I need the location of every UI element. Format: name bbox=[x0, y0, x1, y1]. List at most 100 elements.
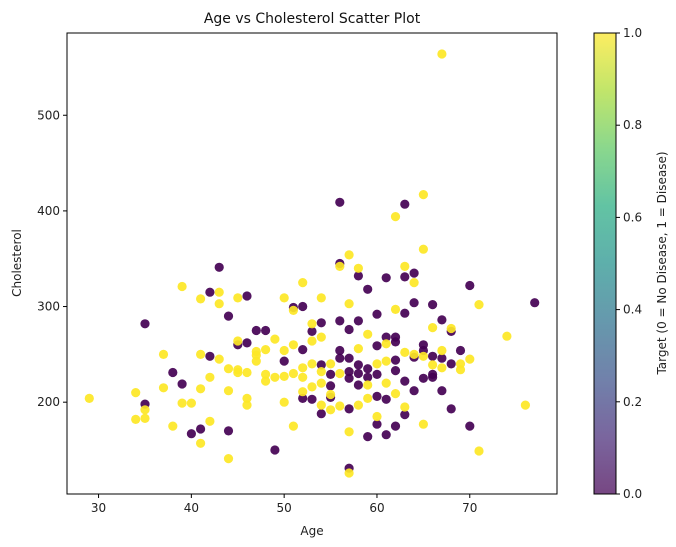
point-no-disease bbox=[307, 394, 317, 404]
point-disease bbox=[353, 263, 363, 273]
point-disease bbox=[288, 340, 298, 350]
y-tick-label: 300 bbox=[37, 300, 60, 314]
point-disease bbox=[168, 421, 178, 431]
point-no-disease bbox=[344, 367, 354, 377]
point-no-disease bbox=[363, 432, 373, 442]
point-no-disease bbox=[344, 373, 354, 383]
point-no-disease bbox=[418, 373, 428, 383]
point-disease bbox=[196, 384, 206, 394]
point-disease bbox=[233, 336, 243, 346]
point-disease bbox=[242, 400, 252, 410]
point-disease bbox=[261, 369, 271, 379]
point-no-disease bbox=[196, 424, 206, 434]
point-disease bbox=[381, 378, 391, 388]
point-no-disease bbox=[307, 326, 317, 336]
colorbar-tick-label: 0.4 bbox=[623, 303, 642, 317]
point-disease bbox=[390, 304, 401, 314]
point-disease bbox=[205, 372, 215, 382]
x-tick-label: 30 bbox=[91, 501, 106, 515]
point-disease bbox=[390, 389, 401, 399]
point-disease bbox=[409, 349, 419, 359]
point-no-disease bbox=[205, 287, 215, 297]
colorbar-frame bbox=[593, 32, 617, 495]
point-disease bbox=[316, 293, 326, 303]
point-disease bbox=[372, 359, 382, 369]
point-disease bbox=[270, 334, 280, 344]
point-no-disease bbox=[344, 353, 354, 363]
point-disease bbox=[326, 405, 336, 415]
point-disease bbox=[446, 323, 456, 334]
y-tick-label: 400 bbox=[37, 204, 60, 218]
point-disease bbox=[335, 401, 345, 411]
point-no-disease bbox=[390, 355, 401, 365]
point-disease bbox=[381, 339, 391, 349]
point-disease bbox=[298, 278, 308, 288]
point-no-disease bbox=[335, 345, 345, 356]
point-no-disease bbox=[381, 394, 391, 404]
point-no-disease bbox=[372, 419, 382, 429]
point-no-disease bbox=[177, 379, 187, 389]
point-disease bbox=[158, 383, 169, 393]
chart-title: Age vs Cholesterol Scatter Plot bbox=[204, 11, 421, 27]
point-no-disease bbox=[428, 351, 438, 361]
y-tick-label: 200 bbox=[37, 395, 60, 409]
point-no-disease bbox=[335, 197, 345, 207]
point-no-disease bbox=[214, 262, 224, 272]
point-no-disease bbox=[409, 298, 419, 308]
point-no-disease bbox=[363, 364, 373, 374]
point-no-disease bbox=[446, 404, 456, 414]
point-disease bbox=[298, 387, 308, 397]
point-no-disease bbox=[205, 351, 215, 361]
point-disease bbox=[131, 388, 141, 398]
point-disease bbox=[233, 293, 243, 303]
point-disease bbox=[307, 319, 317, 329]
point-disease bbox=[307, 336, 317, 346]
point-disease bbox=[316, 367, 326, 377]
point-no-disease bbox=[465, 421, 475, 431]
point-disease bbox=[223, 364, 234, 374]
point-disease bbox=[140, 413, 150, 423]
point-no-disease bbox=[261, 325, 271, 336]
point-no-disease bbox=[186, 429, 196, 439]
point-no-disease bbox=[390, 337, 401, 347]
point-disease bbox=[344, 427, 354, 437]
point-no-disease bbox=[353, 271, 363, 281]
point-disease bbox=[307, 382, 317, 392]
point-no-disease bbox=[372, 391, 382, 401]
point-disease bbox=[474, 446, 484, 456]
point-disease bbox=[353, 344, 363, 354]
point-no-disease bbox=[251, 325, 261, 336]
point-disease bbox=[520, 400, 531, 410]
point-disease bbox=[205, 416, 215, 426]
point-disease bbox=[140, 405, 150, 415]
point-no-disease bbox=[409, 268, 419, 278]
point-disease bbox=[400, 347, 410, 357]
point-disease bbox=[344, 299, 354, 309]
point-disease bbox=[437, 49, 447, 59]
point-disease bbox=[261, 345, 271, 355]
x-tick-label: 60 bbox=[369, 501, 384, 515]
point-disease bbox=[316, 400, 326, 410]
point-no-disease bbox=[428, 300, 438, 310]
point-disease bbox=[186, 398, 196, 408]
point-no-disease bbox=[455, 345, 466, 356]
point-no-disease bbox=[400, 199, 410, 209]
point-disease bbox=[251, 350, 261, 360]
point-disease bbox=[196, 349, 206, 359]
point-disease bbox=[288, 305, 298, 315]
point-disease bbox=[298, 363, 308, 373]
point-disease bbox=[298, 372, 308, 382]
point-no-disease bbox=[390, 366, 401, 376]
colorbar-tick-label: 0.8 bbox=[623, 118, 642, 132]
point-disease bbox=[261, 376, 271, 386]
point-disease bbox=[418, 244, 428, 254]
colorbar-tick-label: 0.6 bbox=[623, 210, 642, 224]
x-tick-label: 50 bbox=[277, 501, 292, 515]
point-disease bbox=[242, 393, 252, 403]
point-no-disease bbox=[242, 338, 252, 348]
colorbar-tick-label: 0.2 bbox=[623, 395, 642, 409]
point-no-disease bbox=[344, 324, 354, 335]
point-disease bbox=[437, 345, 447, 356]
point-no-disease bbox=[353, 316, 363, 326]
point-no-disease bbox=[353, 380, 363, 390]
